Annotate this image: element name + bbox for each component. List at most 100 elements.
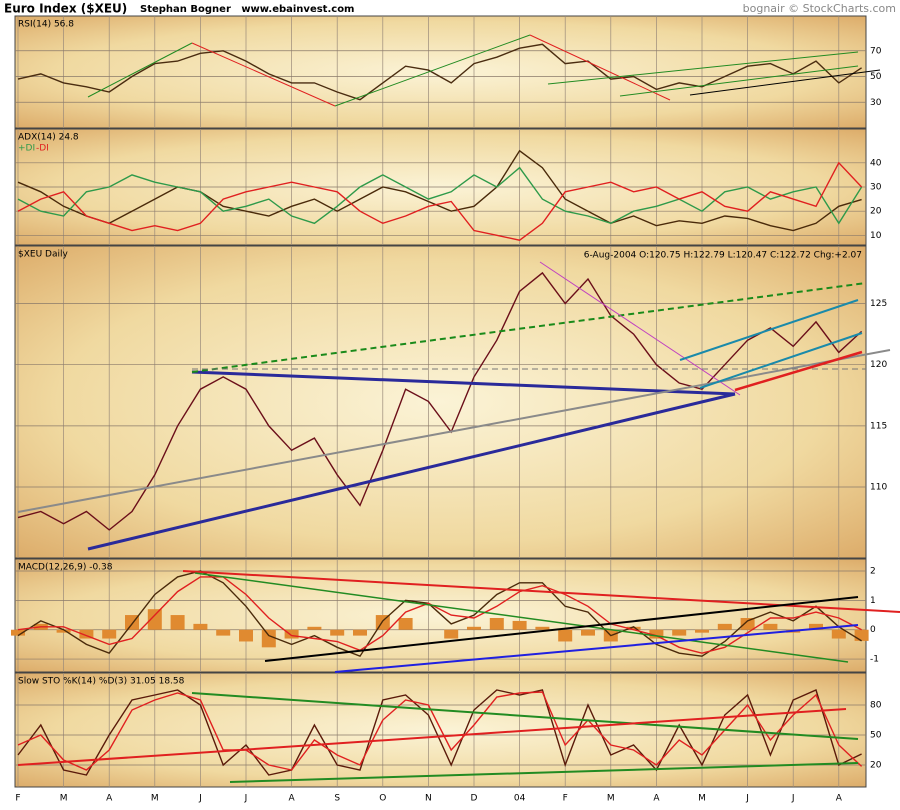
y-tick-label: 110: [870, 483, 887, 493]
histogram-bar: [102, 629, 117, 639]
histogram-bar: [831, 629, 846, 639]
series-line: [17, 166, 863, 225]
series-line: [17, 271, 863, 531]
y-tick-label: 120: [870, 360, 887, 370]
x-tick-label: N: [425, 794, 432, 804]
title: Euro Index ($XEU): [4, 2, 127, 16]
histogram-bar: [809, 623, 823, 630]
histogram-bar: [558, 629, 573, 642]
series-line: [17, 43, 862, 101]
y-tick-label: 0: [870, 625, 876, 635]
histogram-bar: [489, 617, 504, 630]
histogram-bar: [535, 626, 550, 630]
histogram-bar: [398, 617, 413, 630]
author: Stephan Bogner www.ebainvest.com: [140, 4, 354, 15]
x-tick-label: D: [471, 794, 478, 804]
x-tick-label: A: [653, 794, 660, 804]
trendline: [17, 349, 891, 513]
y-tick-label: 70: [870, 46, 882, 56]
y-tick-label: 30: [870, 98, 882, 108]
histogram-bar: [444, 629, 459, 639]
x-tick-label: A: [106, 794, 113, 804]
histogram-bar: [854, 629, 869, 641]
trendline: [17, 708, 847, 766]
histogram-bar: [695, 629, 709, 633]
y-tick-label: 2: [870, 567, 876, 577]
histogram-bar: [581, 629, 595, 636]
histogram-bar: [467, 626, 481, 630]
panel-label: ADX(14) 24.8: [18, 133, 79, 143]
histogram-bar: [330, 629, 345, 636]
x-tick-label: M: [698, 794, 706, 804]
trendline: [529, 34, 671, 101]
histogram-bar: [216, 629, 231, 636]
x-tick-label: J: [198, 794, 202, 804]
y-tick-label: 40: [870, 158, 882, 168]
x-tick-label: M: [151, 794, 159, 804]
y-tick-label: 20: [870, 761, 882, 771]
series-line: [17, 149, 862, 232]
series-line: [17, 161, 863, 241]
histogram-bar: [626, 626, 641, 630]
trendline: [619, 65, 859, 97]
histogram-bar: [307, 626, 322, 630]
series-line: [17, 691, 863, 771]
series-line: [17, 689, 862, 776]
histogram-bar: [763, 623, 778, 630]
histogram-bar: [170, 615, 185, 630]
trendline: [191, 42, 336, 107]
trendline: [191, 282, 867, 373]
panel-label: RSI(14) 56.8: [18, 20, 74, 30]
trendline: [87, 42, 193, 98]
trendline: [689, 69, 881, 96]
histogram-bar: [239, 629, 253, 642]
trendline: [87, 392, 736, 551]
x-tick-label: 04: [514, 794, 526, 804]
trendline: [539, 261, 741, 396]
histogram-bar: [284, 629, 299, 639]
histogram-bar: [147, 609, 162, 630]
panel-info: 6-Aug-2004 O:120.75 H:122.79 L:120.47 C:…: [584, 251, 862, 261]
x-tick-label: J: [791, 794, 795, 804]
trendline: [334, 34, 531, 107]
panel-bg: [14, 245, 867, 559]
trendline: [334, 624, 859, 673]
legend-entry: +DI: [18, 144, 35, 154]
histogram-bar: [740, 617, 755, 630]
x-tick-label: A: [289, 794, 296, 804]
x-tick-label: J: [745, 794, 749, 804]
trendline: [734, 350, 863, 392]
y-tick-label: 30: [870, 183, 882, 193]
panel-label: MACD(12,26,9) -0.38: [18, 563, 113, 573]
y-tick-label: 125: [870, 299, 887, 309]
histogram-bar: [56, 629, 71, 633]
y-tick-label: -1: [870, 655, 879, 665]
histogram-bar: [672, 629, 687, 636]
histogram-bar: [193, 623, 208, 630]
panel-bg: [14, 558, 867, 673]
legend-entry: -DI: [36, 144, 49, 154]
y-tick-label: 20: [870, 207, 882, 217]
panel-bg: [14, 15, 867, 129]
x-tick-label: S: [334, 794, 340, 804]
series-line: [17, 576, 862, 654]
y-tick-label: 50: [870, 731, 882, 741]
y-tick-label: 50: [870, 72, 882, 82]
y-tick-label: 80: [870, 701, 882, 711]
y-tick-label: 1: [870, 596, 876, 606]
x-tick-label: O: [379, 794, 386, 804]
trendline: [191, 370, 736, 396]
histogram-bar: [79, 629, 94, 639]
trendline: [699, 332, 863, 389]
trendline: [191, 692, 859, 740]
histogram-bar: [512, 620, 527, 630]
x-tick-label: F: [563, 794, 568, 804]
histogram-bar: [11, 629, 25, 636]
x-tick-label: A: [836, 794, 843, 804]
histogram-bar: [717, 623, 732, 630]
trendlines: [17, 34, 900, 783]
histogram-bar: [261, 629, 276, 648]
trendline: [264, 596, 859, 662]
